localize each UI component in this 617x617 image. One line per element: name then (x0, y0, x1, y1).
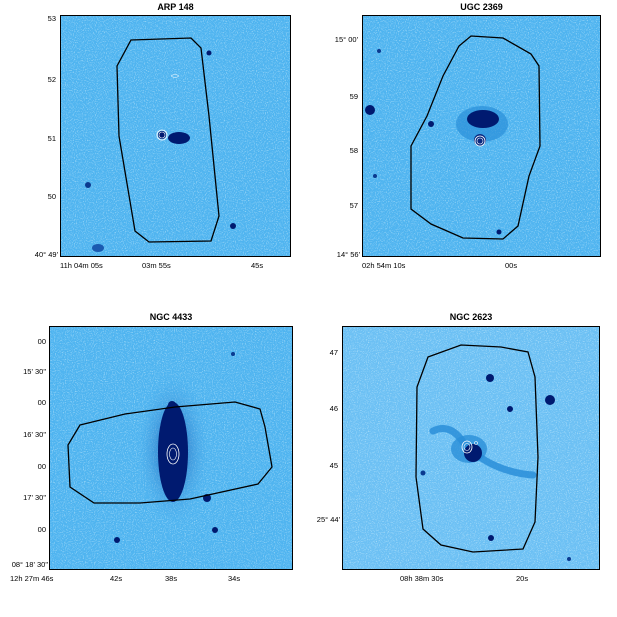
contour (166, 443, 180, 465)
y-tick-label: 15' 30" (23, 367, 46, 376)
contour (474, 135, 486, 147)
sky-image (363, 16, 600, 256)
x-tick-label: 11h 04m 05s (60, 261, 103, 270)
y-tick-label: 25° 44' (316, 515, 340, 524)
y-tick-label: 47 (329, 348, 338, 357)
aperture-outline (410, 35, 541, 240)
star (496, 229, 502, 235)
contour (476, 137, 484, 145)
x-tick-label: 20s (516, 574, 529, 583)
star (488, 535, 494, 541)
galaxy-companion (158, 131, 166, 139)
aperture-outline (415, 344, 539, 553)
star (365, 105, 375, 115)
y-tick-label: 16' 30" (23, 430, 46, 439)
star (420, 470, 426, 476)
x-tick-label: 00s (505, 261, 518, 270)
star (373, 174, 377, 178)
contour (156, 129, 168, 141)
y-tick-label: 59 (349, 92, 358, 101)
y-tick-label: 57 (349, 201, 358, 210)
contour (463, 443, 471, 451)
sky-image (50, 327, 292, 569)
y-tick-label: 58 (349, 146, 358, 155)
star (206, 50, 212, 56)
y-tick-label: 00 (37, 525, 46, 534)
y-tick-label: 45 (329, 461, 338, 470)
x-tick-label: 45s (251, 261, 264, 270)
contour (169, 447, 177, 461)
aperture-outline (67, 401, 273, 504)
x-tick-label: 42s (110, 574, 123, 583)
star (85, 182, 91, 188)
x-tick-label: 03m 55s (142, 261, 171, 270)
galaxy (158, 402, 188, 502)
star (92, 244, 104, 252)
y-tick-label: 14° 56' (336, 250, 360, 259)
aperture-outline (116, 37, 220, 243)
y-tick-label: 46 (329, 404, 338, 413)
y-tick-label: 53 (47, 14, 56, 23)
x-tick-label: 08h 38m 30s (400, 574, 444, 583)
x-tick-label: 34s (228, 574, 241, 583)
image-frame (362, 15, 601, 257)
contour (170, 74, 180, 78)
star (428, 121, 434, 127)
star (377, 49, 381, 53)
galaxy (467, 110, 499, 128)
panel-title: UGC 2369 (460, 2, 503, 12)
y-tick-label: 00 (37, 398, 46, 407)
star (567, 557, 571, 561)
image-frame (342, 326, 600, 570)
galaxy (464, 444, 482, 462)
contour (158, 131, 166, 139)
y-tick-label: 50 (47, 192, 56, 201)
galaxy (168, 132, 190, 144)
star (114, 537, 120, 543)
star (212, 527, 218, 533)
x-tick-label: 38s (165, 574, 178, 583)
star (486, 374, 494, 382)
y-tick-label: 00 (37, 337, 46, 346)
star (507, 406, 513, 412)
contour (474, 441, 478, 445)
panel-title: NGC 4433 (149, 312, 193, 322)
panel-title: NGC 2623 (449, 312, 493, 322)
y-tick-label: 52 (47, 75, 56, 84)
y-tick-label: 17' 30" (23, 493, 46, 502)
panel-title: ARP 148 (157, 2, 194, 12)
star (230, 223, 236, 229)
contour (461, 440, 473, 454)
x-tick-label: 12h 27m 46s (10, 574, 54, 583)
x-tick-label: 02h 54m 10s (362, 261, 406, 270)
star (231, 352, 235, 356)
y-tick-label: 00 (37, 462, 46, 471)
y-tick-label: 08° 18' 30" (11, 560, 48, 569)
sky-image (343, 327, 599, 569)
image-frame (49, 326, 293, 570)
y-tick-label: 15° 00' (334, 35, 358, 44)
sky-image (61, 16, 290, 256)
star (545, 395, 555, 405)
y-tick-label: 40° 49' (34, 250, 58, 259)
image-frame (60, 15, 291, 257)
y-tick-label: 51 (47, 134, 56, 143)
